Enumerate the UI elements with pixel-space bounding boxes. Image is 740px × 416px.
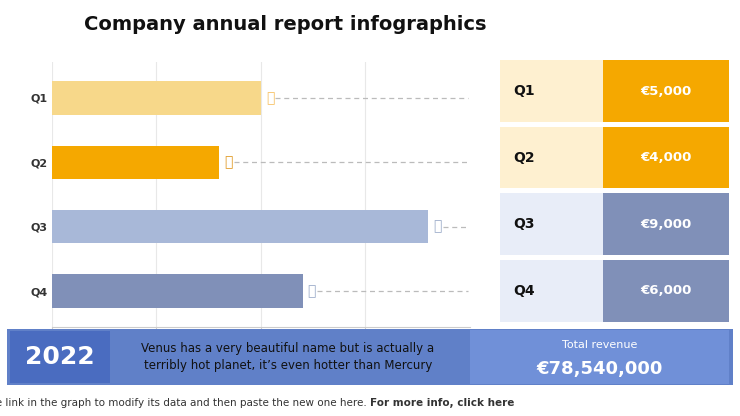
Text: Follow the link in the graph to modify its data and then paste the new one here.: Follow the link in the graph to modify i… (0, 398, 370, 408)
Text: Company annual report infographics: Company annual report infographics (84, 15, 486, 34)
Bar (52, 210, 428, 243)
Bar (52, 146, 219, 179)
Bar (52, 81, 261, 114)
Text: 🚀: 🚀 (308, 284, 316, 298)
Text: Total revenue: Total revenue (562, 340, 637, 351)
Text: Q4: Q4 (513, 284, 534, 298)
Bar (52, 275, 303, 308)
Text: Venus has a very beautiful name but is actually a
terribly hot planet, it’s even: Venus has a very beautiful name but is a… (141, 342, 434, 372)
Text: 🚀: 🚀 (224, 155, 232, 169)
Text: 2022: 2022 (24, 345, 95, 369)
Text: €78,540,000: €78,540,000 (536, 360, 662, 378)
Text: 🚀: 🚀 (433, 220, 442, 234)
Text: €4,000: €4,000 (640, 151, 692, 164)
Text: 🚀: 🚀 (266, 91, 275, 105)
Text: Q2: Q2 (513, 151, 534, 165)
Text: Q3: Q3 (513, 217, 534, 231)
Text: €5,000: €5,000 (640, 84, 692, 98)
Text: Q1: Q1 (513, 84, 534, 98)
Text: €9,000: €9,000 (640, 218, 692, 231)
Text: For more info, click here: For more info, click here (370, 398, 514, 408)
Text: €6,000: €6,000 (640, 284, 692, 297)
